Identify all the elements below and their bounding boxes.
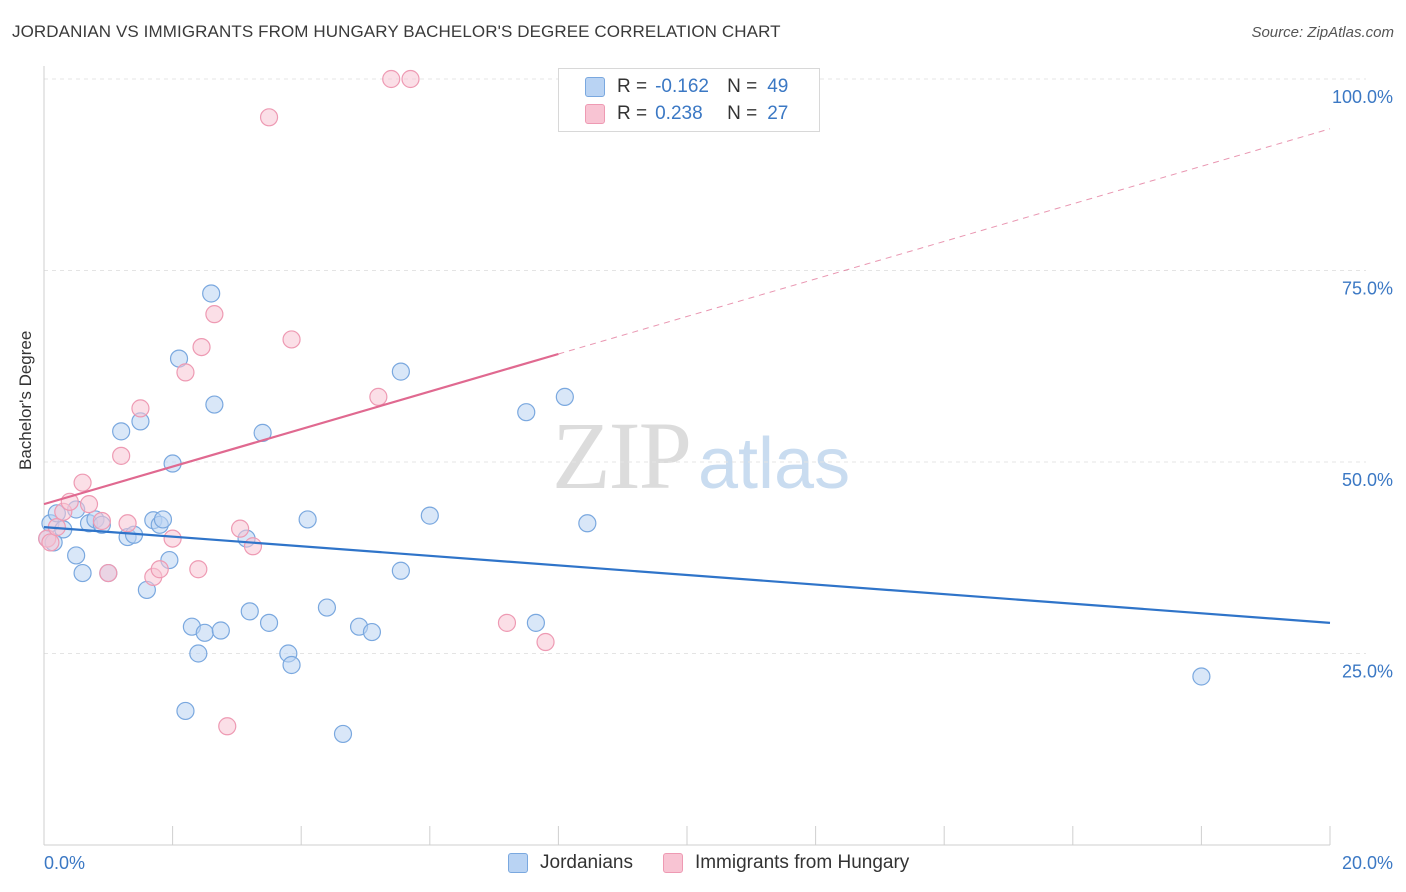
hungary-point <box>176 363 195 382</box>
hungary-point <box>163 529 182 548</box>
jordanian-point <box>211 621 230 640</box>
y-tick-label: 100.0% <box>1332 87 1393 107</box>
jordanian-point <box>240 602 259 621</box>
correlation-legend: R = -0.162 N = 49 R = 0.238 N = 27 <box>558 68 820 132</box>
jordanian-point <box>189 644 208 663</box>
legend-row-jordanians: R = -0.162 N = 49 <box>585 75 788 99</box>
legend-swatch-jordanians <box>508 853 528 873</box>
jordanians-trend-line <box>43 526 1331 624</box>
hungary-trend-extension <box>558 128 1331 355</box>
jordanian-point <box>205 395 224 414</box>
jordanian-point <box>555 387 574 406</box>
hungary-point <box>536 632 555 652</box>
hungary-point <box>79 495 99 514</box>
hungary-point <box>218 717 237 736</box>
jordanian-point <box>67 546 86 565</box>
hungary-point <box>231 519 250 538</box>
legend-label-hungary: Immigrants from Hungary <box>694 852 910 873</box>
hungary-point <box>150 560 169 579</box>
jordanian-point <box>578 514 597 533</box>
jordanian-point <box>282 655 301 675</box>
hungary-point <box>41 533 60 552</box>
hungary-point <box>131 399 150 418</box>
hungary-point <box>282 330 301 349</box>
y-axis-label: Bachelor's Degree <box>16 330 35 470</box>
series-legend: Jordanians Immigrants from Hungary <box>508 852 939 874</box>
jordanian-point <box>195 623 214 642</box>
legend-item-jordanians: Jordanians <box>508 852 633 874</box>
jordanian-point <box>176 701 195 721</box>
jordanian-point <box>259 613 279 632</box>
jordanian-point <box>333 724 353 744</box>
jordanian-point <box>163 454 182 473</box>
legend-swatch-jordanians <box>585 77 605 97</box>
hungary-point <box>382 69 401 89</box>
hungary-point <box>99 563 118 583</box>
hungary-point <box>192 338 211 357</box>
jordanian-point <box>1192 667 1211 686</box>
legend-swatch-hungary <box>585 104 605 124</box>
legend-row-hungary: R = 0.238 N = 27 <box>585 102 788 126</box>
legend-item-hungary: Immigrants from Hungary <box>662 852 910 874</box>
hungary-trend-line <box>43 352 559 506</box>
hungary-point <box>243 537 263 556</box>
chart-title: JORDANIAN VS IMMIGRANTS FROM HUNGARY BAC… <box>12 22 781 41</box>
watermark: ZIP atlas <box>552 400 850 511</box>
y-tick-label: 25.0% <box>1342 662 1393 682</box>
jordanian-point <box>317 598 337 617</box>
legend-r-label: R = <box>617 103 648 124</box>
jordanian-point <box>73 563 92 583</box>
jordanian-point <box>391 561 410 580</box>
legend-n-label: N = <box>727 76 758 97</box>
legend-r-value: 0.238 <box>655 103 703 124</box>
hungary-point <box>92 511 111 531</box>
x-tick-label: 20.0% <box>1342 853 1393 873</box>
watermark-zip: ZIP <box>552 402 692 509</box>
jordanian-point <box>517 403 536 422</box>
jordanian-point <box>153 510 173 529</box>
jordanian-point <box>112 422 131 441</box>
hungary-point <box>189 560 208 579</box>
hungary-point <box>497 613 517 632</box>
x-tick-label: 0.0% <box>44 853 85 873</box>
legend-r-value: -0.162 <box>655 76 709 97</box>
jordanian-point <box>526 613 545 632</box>
legend-n-value: 27 <box>767 103 789 124</box>
legend-n-label: N = <box>727 103 758 124</box>
hungary-point <box>259 108 279 127</box>
jordanian-point <box>420 506 439 525</box>
jordanian-point <box>298 510 317 529</box>
watermark-atlas: atlas <box>698 424 851 504</box>
legend-swatch-hungary <box>662 853 683 873</box>
jordanian-point <box>202 284 221 303</box>
hungary-point <box>205 305 224 324</box>
source-credit: Source: ZipAtlas.com <box>1251 24 1394 41</box>
hungary-point <box>369 387 388 406</box>
legend-n-value: 49 <box>767 76 789 97</box>
legend-label-jordanians: Jordanians <box>540 852 633 873</box>
jordanian-point <box>362 622 382 642</box>
hungary-point <box>112 446 131 465</box>
y-tick-label: 50.0% <box>1342 470 1393 490</box>
hungary-point <box>401 69 420 89</box>
hungary-point <box>73 473 92 492</box>
jordanian-point <box>391 362 410 381</box>
hungary-point <box>118 514 137 533</box>
y-tick-label: 75.0% <box>1342 279 1393 299</box>
legend-r-label: R = <box>617 76 648 97</box>
